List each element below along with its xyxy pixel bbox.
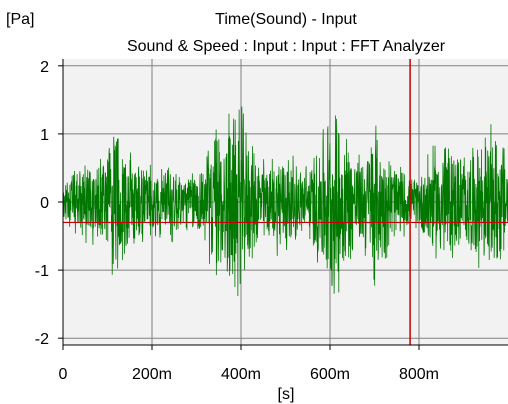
x-axis-unit: [s]: [278, 386, 295, 403]
y-axis-unit: [Pa]: [6, 11, 34, 28]
chart-subtitle: Sound & Speed : Input : Input : FFT Anal…: [127, 38, 446, 55]
x-tick-label: 600m: [310, 366, 350, 383]
x-tick-label: 200m: [132, 366, 172, 383]
x-tick-label: 400m: [221, 366, 261, 383]
y-axis-ticks: 2 1 0 -1 -2: [35, 59, 63, 348]
x-tick-label: 0: [59, 366, 68, 383]
x-axis-ticks: 0 200m 400m 600m 800m: [59, 345, 439, 383]
cursor-lines[interactable]: [63, 59, 508, 345]
chart-title: Time(Sound) - Input: [215, 11, 357, 28]
signal-trace-group: [62, 106, 508, 296]
signal-trace: [62, 106, 508, 296]
y-tick-label: 0: [40, 195, 49, 212]
y-tick-label: -1: [35, 263, 49, 280]
y-tick-label: 2: [40, 59, 49, 76]
y-tick-label: 1: [40, 127, 49, 144]
y-tick-label: -2: [35, 331, 49, 348]
x-tick-label: 800m: [399, 366, 439, 383]
